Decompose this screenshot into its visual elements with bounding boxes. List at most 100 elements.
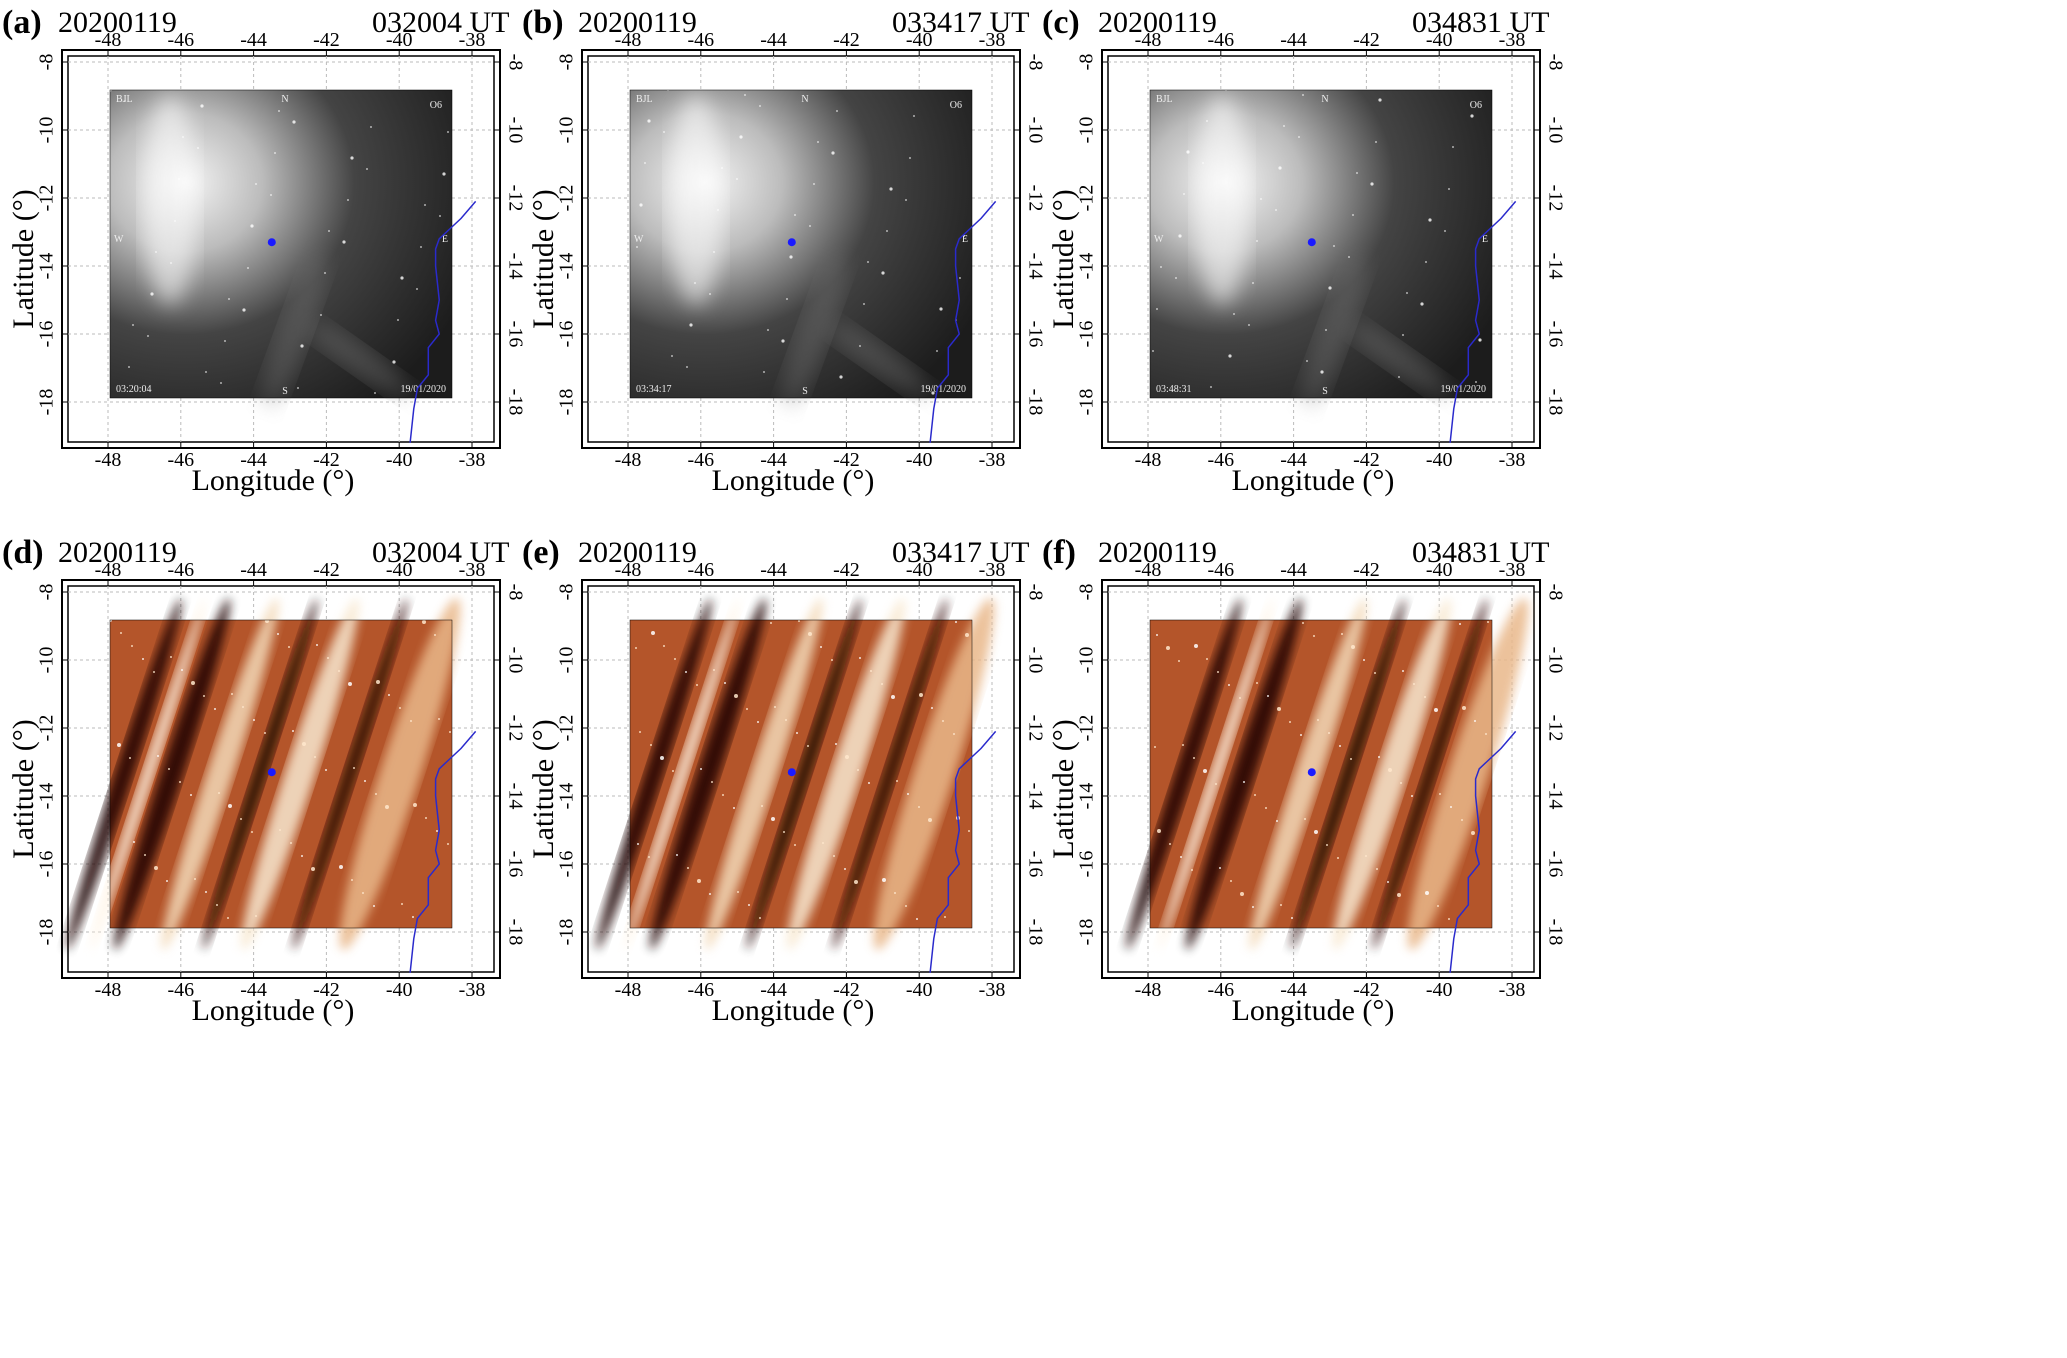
- x-tick-label-top: -46: [1207, 559, 1234, 581]
- panel-time: 034831 UT: [1412, 536, 1550, 569]
- panel-e: (e) 20200119 033417 UT -48 -48 -46 -46 -44 -44 -4…: [520, 530, 1209, 1209]
- y-tick-label-right: -16: [1544, 321, 1566, 348]
- x-axis-label: Longitude (°): [1232, 464, 1395, 497]
- coastline: [1449, 200, 1517, 443]
- y-tick-label-left: -16: [556, 321, 578, 348]
- difference-image: [1126, 598, 1529, 950]
- x-tick-label-top: -44: [760, 29, 787, 51]
- x-tick-label-bottom: -42: [313, 449, 340, 471]
- y-tick-label-right: -14: [504, 783, 526, 810]
- x-tick-label-top: -38: [459, 559, 486, 581]
- tick-labels: -48 -48 -46 -46 -44 -44 -42 -42 -40 -40 -38 -38 -8 -8…: [36, 29, 527, 471]
- x-tick-label-top: -46: [167, 29, 194, 51]
- y-tick-label-left: -18: [36, 389, 58, 416]
- y-tick-label-right: -12: [1024, 715, 1046, 742]
- compass-east: E: [962, 234, 968, 245]
- x-tick-label-bottom: -44: [760, 979, 787, 1001]
- y-tick-label-left: -12: [1076, 715, 1098, 742]
- x-tick-label-top: -38: [979, 29, 1006, 51]
- y-tick-label-right: -12: [1544, 715, 1566, 742]
- y-tick-label-right: -18: [1544, 389, 1566, 416]
- y-tick-label-right: -8: [1544, 584, 1566, 601]
- y-tick-label-left: -18: [1076, 389, 1098, 416]
- y-tick-label-right: -18: [1024, 919, 1046, 946]
- x-tick-label-bottom: -46: [167, 979, 194, 1001]
- y-tick-label-left: -12: [556, 185, 578, 212]
- x-axis-label: Longitude (°): [1232, 994, 1395, 1027]
- y-tick-label-right: -10: [1544, 117, 1566, 144]
- map-plot: -48 -48 -46 -46 -44 -44 -42 -42 -40 -40 -38 -38 -8 -8…: [1047, 559, 1567, 1027]
- tick-labels: -48 -48 -46 -46 -44 -44 -42 -42 -40 -40 -38 -38 -8 -8…: [556, 559, 1047, 1001]
- panel-time: 034831 UT: [1412, 6, 1550, 39]
- compass-east: E: [442, 234, 448, 245]
- y-tick-label-right: -18: [1024, 389, 1046, 416]
- panel-b: (b) 20200119 033417 UT BJL O6 N S W E 03:34:17 19/…: [520, 0, 1209, 679]
- image-timestamp: 03:48:31: [1156, 384, 1192, 395]
- x-tick-label-top: -38: [1499, 559, 1526, 581]
- coastline: [409, 730, 477, 973]
- x-tick-label-bottom: -48: [95, 979, 122, 1001]
- site-marker: [267, 238, 276, 247]
- y-tick-label-left: -8: [36, 54, 58, 71]
- x-axis-label: Longitude (°): [712, 994, 875, 1027]
- y-tick-label-left: -12: [36, 715, 58, 742]
- panel-f: (f) 20200119 034831 UT -48 -48 -46 -46 -44 -44 -4…: [1040, 530, 1729, 1209]
- panel-label: (c): [1042, 4, 1080, 41]
- x-tick-label-bottom: -44: [1280, 979, 1307, 1001]
- x-tick-label-bottom: -42: [313, 979, 340, 1001]
- x-tick-label-bottom: -46: [1207, 449, 1234, 471]
- x-tick-label-bottom: -42: [1353, 979, 1380, 1001]
- y-tick-label-left: -10: [556, 647, 578, 674]
- x-tick-label-bottom: -46: [687, 449, 714, 471]
- x-tick-label-bottom: -38: [459, 979, 486, 1001]
- panel-time: 032004 UT: [372, 536, 510, 569]
- x-tick-label-bottom: -46: [167, 449, 194, 471]
- compass-east: E: [1482, 234, 1488, 245]
- y-tick-label-left: -14: [556, 253, 578, 280]
- panel-d: (d) 20200119 032004 UT -48 -48 -46 -46 -44 -44 -4…: [0, 530, 689, 1209]
- station-label: BJL: [636, 94, 653, 105]
- x-tick-label-top: -48: [1135, 29, 1162, 51]
- tick-labels: -48 -48 -46 -46 -44 -44 -42 -42 -40 -40 -38 -38 -8 -8…: [36, 559, 527, 1001]
- x-tick-label-top: -44: [1280, 559, 1307, 581]
- x-tick-label-top: -46: [687, 559, 714, 581]
- y-tick-label-right: -8: [1024, 54, 1046, 71]
- compass-west: W: [1154, 234, 1164, 245]
- panel-date: 20200119: [578, 6, 697, 39]
- y-tick-label-left: -10: [1076, 117, 1098, 144]
- y-tick-label-right: -10: [1024, 117, 1046, 144]
- y-tick-label-left: -8: [1076, 54, 1098, 71]
- y-tick-label-right: -12: [504, 185, 526, 212]
- x-tick-label-bottom: -44: [240, 979, 267, 1001]
- x-tick-label-bottom: -38: [1499, 979, 1526, 1001]
- x-tick-label-bottom: -48: [95, 449, 122, 471]
- panel-date: 20200119: [1098, 536, 1217, 569]
- image-datestamp: 19/01/2020: [920, 384, 966, 395]
- y-tick-label-left: -18: [36, 919, 58, 946]
- x-tick-label-bottom: -38: [1499, 449, 1526, 471]
- site-marker: [787, 238, 796, 247]
- x-tick-label-top: -40: [906, 559, 933, 581]
- y-tick-label-left: -10: [36, 647, 58, 674]
- x-tick-label-bottom: -40: [386, 449, 413, 471]
- x-tick-label-top: -42: [833, 559, 860, 581]
- x-tick-label-top: -42: [1353, 559, 1380, 581]
- x-tick-label-top: -38: [1499, 29, 1526, 51]
- compass-south: S: [802, 386, 808, 397]
- site-marker: [1307, 768, 1316, 777]
- airglow-image: BJL O6 N S W E 03:48:31 19/01/2020: [1149, 89, 1493, 406]
- x-axis-label: Longitude (°): [192, 994, 355, 1027]
- x-tick-label-bottom: -40: [1426, 449, 1453, 471]
- x-tick-label-bottom: -44: [240, 449, 267, 471]
- compass-west: W: [114, 234, 124, 245]
- y-axis-label: Latitude (°): [7, 189, 40, 328]
- y-tick-label-right: -14: [504, 253, 526, 280]
- station-label: BJL: [1156, 94, 1173, 105]
- panel-c: (c) 20200119 034831 UT BJL O6 N S W E 03:48:31 19/…: [1040, 0, 1729, 679]
- y-tick-label-left: -18: [1076, 919, 1098, 946]
- x-tick-label-top: -48: [95, 29, 122, 51]
- panel-a: (a) 20200119 032004 UT BJL O6 N S W E 03:20:04 19/…: [0, 0, 689, 679]
- x-tick-label-bottom: -42: [833, 449, 860, 471]
- y-tick-label-right: -16: [1024, 321, 1046, 348]
- panel-time: 033417 UT: [892, 536, 1030, 569]
